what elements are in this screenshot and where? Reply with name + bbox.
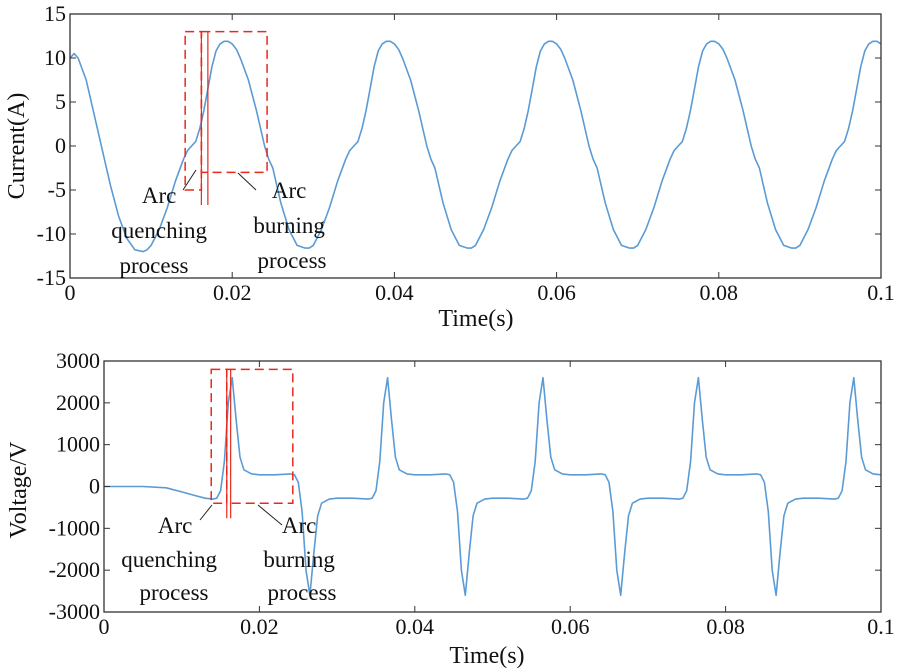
voltage-xtick-label-5: 0.1 xyxy=(867,614,895,639)
current-ytick-label-4: 5 xyxy=(55,89,66,114)
voltage-region-quenching xyxy=(210,368,228,504)
voltage-line-layer xyxy=(104,368,882,597)
current-burn-line1: Arc xyxy=(272,178,306,203)
current-chart: 0 0.02 0.04 0.06 0.08 0.1 -15 -10 -5 0 5 10 15 Time(… xyxy=(4,1,895,332)
current-xtick-label-0: 0 xyxy=(65,280,76,305)
voltage-burn-leader xyxy=(257,504,283,526)
voltage-ytick-label-0: -3000 xyxy=(49,599,100,624)
current-annotation-burning: Arc burning process xyxy=(253,178,330,273)
voltage-ytick-label-1: -2000 xyxy=(49,557,100,582)
current-xtick-label-3: 0.06 xyxy=(537,280,576,305)
current-x-axis-label: Time(s) xyxy=(438,306,513,332)
voltage-y-axis-label: Voltage/V xyxy=(6,441,32,539)
voltage-x-axis-label: Time(s) xyxy=(449,643,524,668)
voltage-ytick-label-4: 1000 xyxy=(56,432,100,457)
current-quench-leader xyxy=(182,169,197,191)
voltage-xtick-label-1: 0.02 xyxy=(240,614,279,639)
current-ytick-label-1: -10 xyxy=(37,221,66,246)
voltage-xtick-label-3: 0.06 xyxy=(551,614,590,639)
current-annotation-quenching: Arc quenching process xyxy=(111,183,213,278)
current-region-burning xyxy=(200,30,268,174)
voltage-ytick-label-3: 0 xyxy=(89,474,100,499)
current-ytick-label-6: 15 xyxy=(44,1,66,26)
voltage-quench-line2: quenching xyxy=(121,547,217,572)
voltage-burn-line3: process xyxy=(268,580,337,605)
current-region-quenching xyxy=(184,30,203,191)
current-axis-ticks: 0 0.02 0.04 0.06 0.08 0.1 -15 -10 -5 0 5 10 15 xyxy=(37,1,895,305)
current-ytick-label-0: -15 xyxy=(37,265,66,290)
voltage-ytick-label-5: 2000 xyxy=(56,390,100,415)
current-quench-line2: quenching xyxy=(111,218,207,243)
current-burn-line3: process xyxy=(258,248,327,273)
current-burn-leader xyxy=(237,172,257,191)
voltage-burn-line2: burning xyxy=(263,547,335,572)
current-xtick-label-1: 0.02 xyxy=(213,280,252,305)
current-ytick-label-5: 10 xyxy=(44,45,66,70)
current-xtick-label-5: 0.1 xyxy=(867,280,895,305)
voltage-burn-line1: Arc xyxy=(282,513,316,538)
voltage-xtick-label-2: 0.04 xyxy=(396,614,435,639)
voltage-quench-line3: process xyxy=(140,580,209,605)
current-burn-line2: burning xyxy=(253,213,325,238)
voltage-ytick-label-6: 3000 xyxy=(56,348,100,373)
voltage-xtick-label-0: 0 xyxy=(99,614,110,639)
voltage-region-burning xyxy=(226,368,294,504)
voltage-chart: 0 0.02 0.04 0.06 0.08 0.1 -3000 -2000 -1000 0 1000… xyxy=(6,348,895,668)
current-quench-line1: Arc xyxy=(142,183,176,208)
voltage-quench-leader xyxy=(199,504,213,521)
voltage-quench-line1: Arc xyxy=(158,513,192,538)
current-xtick-label-4: 0.08 xyxy=(700,280,739,305)
voltage-annotation-burning: Arc burning process xyxy=(263,513,340,605)
current-ytick-label-3: 0 xyxy=(55,133,66,158)
voltage-axis-ticks: 0 0.02 0.04 0.06 0.08 0.1 -3000 -2000 -1000 0 1000… xyxy=(49,348,895,639)
voltage-xtick-label-4: 0.08 xyxy=(706,614,745,639)
current-series-line-0 xyxy=(69,40,882,253)
current-quench-line3: process xyxy=(120,253,189,278)
current-y-axis-label: Current(A) xyxy=(4,93,30,200)
current-ytick-label-2: -5 xyxy=(48,177,66,202)
voltage-annotation-quenching: Arc quenching process xyxy=(121,513,223,605)
current-xtick-label-2: 0.04 xyxy=(375,280,414,305)
current-line-layer xyxy=(69,30,882,253)
voltage-ytick-label-2: -1000 xyxy=(49,515,100,540)
